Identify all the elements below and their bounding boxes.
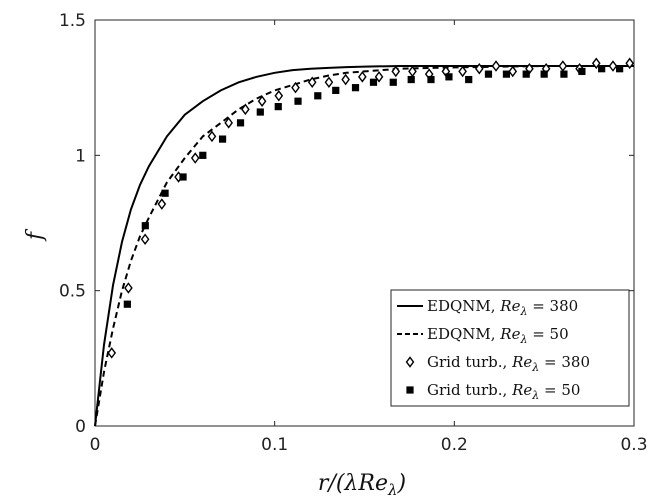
data-point-square xyxy=(578,67,586,76)
y-tick-label: 1.5 xyxy=(59,11,86,31)
data-point-diamond xyxy=(291,81,300,94)
data-point-diamond xyxy=(358,71,367,83)
series-2 xyxy=(94,65,634,427)
data-point-diamond xyxy=(224,117,233,129)
data-point-diamond xyxy=(508,65,518,78)
x-tick-label: 0.2 xyxy=(441,435,468,455)
data-point-square xyxy=(616,65,624,73)
data-point-diamond xyxy=(241,103,250,116)
data-point-square xyxy=(427,75,435,84)
series-layer xyxy=(94,57,635,427)
data-point-diamond xyxy=(591,57,601,70)
data-point-diamond xyxy=(391,65,401,78)
data-point-diamond xyxy=(140,233,150,246)
y-tick-label: 1 xyxy=(75,146,86,166)
data-point-square xyxy=(522,70,530,78)
data-point-diamond xyxy=(124,282,133,294)
data-point-square xyxy=(598,65,606,73)
data-point-diamond xyxy=(491,60,501,72)
data-point-diamond xyxy=(625,57,635,70)
y-tick-label: 0 xyxy=(75,417,86,437)
data-point-diamond xyxy=(374,71,384,83)
legend-label: EDQNM, Reλ = 380 xyxy=(427,297,578,318)
x-axis-label: r/(λReλ) xyxy=(318,471,406,499)
data-point-square xyxy=(218,135,227,143)
axis-ticks: 0 0.1 0.2 0.3 0 0.5 1 1.5 xyxy=(59,11,648,455)
data-point-diamond xyxy=(474,62,484,75)
legend-label: Grid turb., Reλ = 380 xyxy=(427,353,590,374)
data-point-square xyxy=(256,108,264,116)
data-point-square xyxy=(445,73,453,81)
data-point-square xyxy=(465,75,473,84)
data-point-square xyxy=(179,173,187,181)
series-line xyxy=(94,65,634,427)
data-point-square xyxy=(294,97,302,105)
data-point-square xyxy=(123,300,131,308)
data-point-square xyxy=(389,78,397,86)
legend-item: Grid turb., Reλ = 50 xyxy=(406,381,580,402)
data-point-square xyxy=(369,78,378,86)
data-point-diamond xyxy=(274,90,284,102)
data-point-square xyxy=(274,103,282,111)
x-tick-label: 0 xyxy=(90,435,101,455)
legend: EDQNM, Reλ = 380 EDQNM, Reλ = 50 Grid turb… xyxy=(390,289,630,407)
data-point-square xyxy=(141,222,149,230)
data-point-square xyxy=(332,86,340,94)
x-tick-label: 0.3 xyxy=(620,435,647,455)
data-point-square xyxy=(407,75,415,84)
data-point-square xyxy=(236,119,245,127)
legend-swatch-diamond xyxy=(405,356,415,368)
legend-swatch-square xyxy=(406,386,414,394)
data-point-square xyxy=(161,189,169,197)
data-point-diamond xyxy=(608,60,618,72)
data-point-diamond xyxy=(190,152,200,164)
series-4 xyxy=(123,65,624,308)
y-tick-label: 0.5 xyxy=(59,282,86,302)
data-point-square xyxy=(314,92,322,100)
data-point-diamond xyxy=(341,73,350,86)
data-point-diamond xyxy=(107,347,117,359)
data-point-diamond xyxy=(207,130,217,143)
series-3 xyxy=(107,57,635,359)
legend-item: EDQNM, Reλ = 380 xyxy=(397,297,578,318)
data-point-diamond xyxy=(458,65,467,78)
series-1 xyxy=(94,65,634,427)
data-point-diamond xyxy=(324,76,334,89)
data-point-square xyxy=(560,70,568,78)
legend-label: EDQNM, Reλ = 50 xyxy=(427,325,569,346)
data-point-square xyxy=(502,70,511,78)
legend-item: EDQNM, Reλ = 50 xyxy=(397,325,569,346)
legend-item: Grid turb., Reλ = 380 xyxy=(405,353,590,374)
x-tick-label: 0.1 xyxy=(261,435,288,455)
data-point-square xyxy=(484,70,493,78)
series-line xyxy=(94,65,634,427)
data-point-square xyxy=(351,84,360,92)
data-point-diamond xyxy=(257,95,267,107)
data-point-square xyxy=(540,70,548,78)
legend-box xyxy=(390,289,630,407)
data-point-diamond xyxy=(307,76,317,89)
legend-label: Grid turb., Reλ = 50 xyxy=(427,381,580,402)
data-point-square xyxy=(199,151,207,159)
data-point-diamond xyxy=(157,198,167,210)
